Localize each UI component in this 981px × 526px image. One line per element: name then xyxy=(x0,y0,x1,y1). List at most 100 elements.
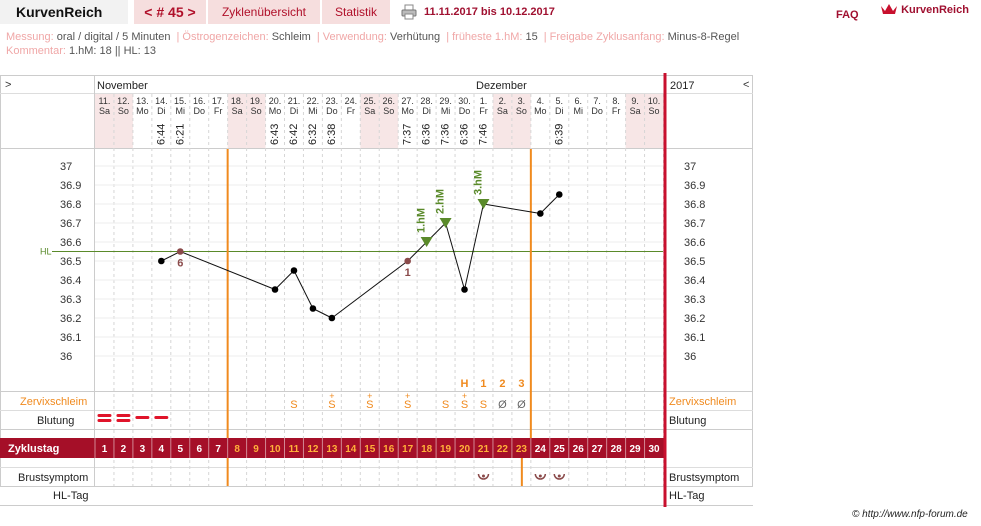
weekday-label: Do xyxy=(326,106,338,116)
excluded-point-label: 6 xyxy=(177,258,183,270)
printer-icon[interactable] xyxy=(401,4,417,20)
brand-title: KurvenReich xyxy=(0,0,128,24)
y-tick-right: 36 xyxy=(684,351,696,363)
cycle-day-number: 17 xyxy=(402,444,414,455)
zervix-peak-label: H xyxy=(461,378,469,390)
time-label: 6:44 xyxy=(155,124,167,145)
separator: | xyxy=(176,31,180,43)
cycle-day-number: 4 xyxy=(159,444,165,455)
weekday-label: Sa xyxy=(497,106,508,116)
time-label: 6:21 xyxy=(174,124,186,145)
breast-symptom-dot xyxy=(557,474,561,478)
y-tick-left: 36.1 xyxy=(60,332,81,344)
info-value: 1.hM: 18 || HL: 13 xyxy=(68,45,157,57)
zervix-peak-label: 1 xyxy=(480,378,486,390)
weekday-label: Fr xyxy=(479,106,488,116)
high-measurement-label: 2.hM xyxy=(435,189,447,214)
zervix-plus: + xyxy=(367,391,372,401)
weekday-label: So xyxy=(649,106,660,116)
date-label: 27. xyxy=(401,96,414,106)
date-label: 20. xyxy=(269,96,282,106)
zervix-symbol: S xyxy=(404,399,411,411)
weekday-label: Do xyxy=(459,106,471,116)
time-label: 6:36 xyxy=(459,124,471,145)
date-label: 15. xyxy=(174,96,187,106)
cycle-day-label: Zyklustag xyxy=(8,443,59,455)
cycle-day-number: 25 xyxy=(554,444,566,455)
weekend-shade xyxy=(246,94,266,148)
temp-point xyxy=(461,286,468,293)
date-label: 10. xyxy=(648,96,661,106)
weekday-label: Sa xyxy=(630,106,641,116)
temp-line-segment xyxy=(274,270,295,290)
tab-cycle-overview[interactable]: Zyklenübersicht xyxy=(208,0,320,24)
date-label: 26. xyxy=(382,96,395,106)
temp-point xyxy=(158,257,165,265)
nav-left: > xyxy=(5,79,11,91)
date-label: 3. xyxy=(518,96,526,106)
info-label: Freigabe Zyklusanfang: xyxy=(549,31,668,43)
temp-point xyxy=(176,248,184,255)
zervix-symbol: S xyxy=(290,399,297,411)
temp-point xyxy=(290,267,298,274)
weekday-label: Mi xyxy=(573,106,583,116)
zervix-plus: + xyxy=(329,391,334,401)
y-tick-right: 36.1 xyxy=(684,332,705,344)
time-label: 6:39 xyxy=(553,124,565,145)
zervix-symbol: S xyxy=(442,399,449,411)
date-label: 5. xyxy=(556,96,564,106)
info-row-1: Messung: oral / digital / 5 Minuten | Öst… xyxy=(6,31,739,43)
cycle-day-number: 20 xyxy=(459,444,471,455)
date-label: 11. xyxy=(99,96,111,106)
date-label: 23. xyxy=(326,96,339,106)
weekday-label: Sa xyxy=(364,106,375,116)
temp-point xyxy=(328,314,336,322)
cycle-day-number: 26 xyxy=(573,444,585,455)
breast-symptom-icon xyxy=(553,473,566,480)
zervix-peak-label: 3 xyxy=(518,378,524,390)
faq-link[interactable]: FAQ xyxy=(836,9,859,21)
temp-line-segment xyxy=(483,203,541,214)
date-label: 28. xyxy=(420,96,433,106)
info-value: Minus-8-Regel xyxy=(667,31,740,43)
y-tick-left: 36.9 xyxy=(60,180,81,192)
hltag-label-left: HL-Tag xyxy=(53,490,88,502)
date-label: 25. xyxy=(364,96,377,106)
y-tick-right: 36.2 xyxy=(684,313,705,325)
zervix-plus: + xyxy=(405,391,410,401)
temp-line-segment xyxy=(331,260,408,319)
excluded-point-label: 1 xyxy=(405,267,411,279)
cycle-day-number: 29 xyxy=(630,444,642,455)
weekday-label: Di xyxy=(555,106,564,116)
kurvenreich-logo[interactable]: KurvenReich xyxy=(880,3,969,16)
cycle-day-number: 2 xyxy=(121,444,127,455)
date-label: 13. xyxy=(136,96,149,106)
temp-point xyxy=(555,191,563,198)
date-label: 12. xyxy=(117,96,130,106)
hltag-label-right: HL-Tag xyxy=(669,490,704,502)
weekday-label: Mi xyxy=(176,106,186,116)
blutung-label-left: Blutung xyxy=(37,415,74,427)
weekday-label: Mo xyxy=(269,106,282,116)
breast-symptom-icon xyxy=(534,473,547,480)
cycle-day-number: 13 xyxy=(326,444,338,455)
cycle-day-number: 10 xyxy=(269,444,281,455)
weekday-label: So xyxy=(383,106,394,116)
time-label: 6:38 xyxy=(326,124,338,145)
month-label: Dezember xyxy=(476,80,527,92)
bleeding-mark xyxy=(116,419,131,422)
weekend-shade xyxy=(95,94,114,148)
weekday-label: Mi xyxy=(441,106,451,116)
weekday-label: So xyxy=(516,106,527,116)
weekday-label: Sa xyxy=(99,106,110,116)
y-tick-right: 36.8 xyxy=(684,199,705,211)
cycle-day-number: 15 xyxy=(364,444,376,455)
date-label: 9. xyxy=(631,96,639,106)
cycle-day-number: 9 xyxy=(253,444,259,455)
cycle-day-bar xyxy=(0,438,665,458)
cycle-day-number: 7 xyxy=(215,444,221,455)
cycle-navigation[interactable]: < # 45 > xyxy=(134,0,206,24)
breast-symptom-icon xyxy=(477,473,490,480)
tab-statistics[interactable]: Statistik xyxy=(322,0,390,24)
